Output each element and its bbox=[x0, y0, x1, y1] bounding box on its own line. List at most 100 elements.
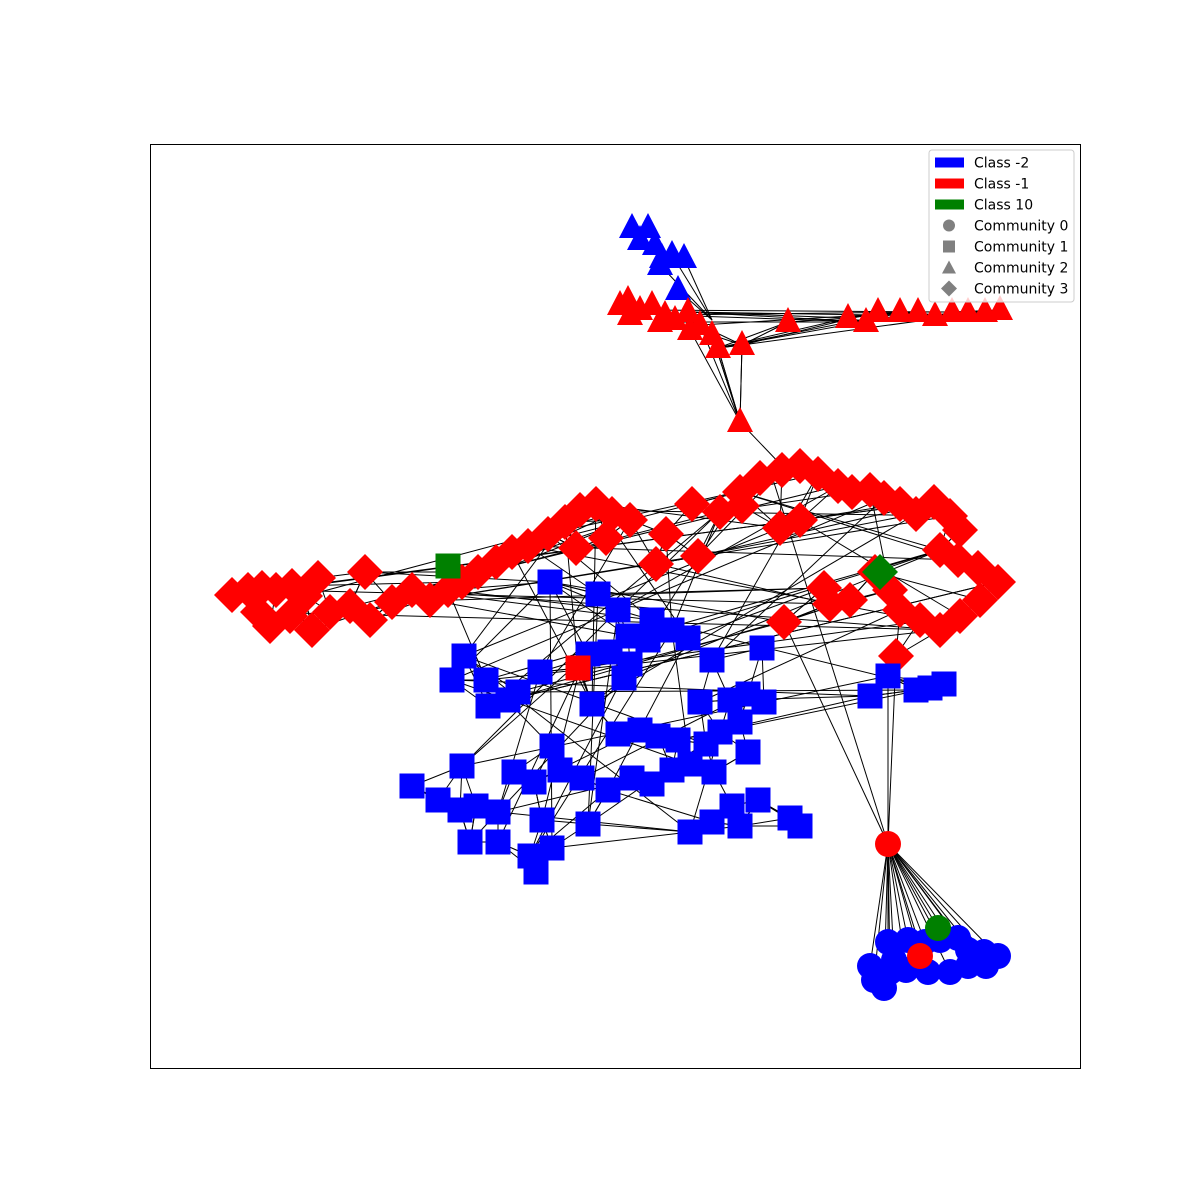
graph-edge bbox=[783, 621, 889, 845]
graph-edge bbox=[549, 581, 553, 849]
node-triangle bbox=[647, 307, 673, 332]
node-square bbox=[485, 829, 511, 855]
node-triangle bbox=[665, 275, 691, 300]
node-triangle bbox=[729, 330, 755, 355]
node-diamond bbox=[862, 554, 898, 590]
node-square bbox=[537, 569, 563, 595]
legend-marker bbox=[943, 240, 955, 253]
graph-edge bbox=[579, 509, 951, 517]
graph-edge bbox=[655, 563, 831, 605]
node-diamond bbox=[638, 546, 674, 582]
node-square bbox=[527, 659, 553, 685]
node-square bbox=[605, 597, 631, 623]
node-square bbox=[611, 665, 637, 691]
legend: Class -2 Class -1 Class 10 Community 0 Commu… bbox=[928, 149, 1075, 303]
node-square bbox=[727, 813, 753, 839]
node-diamond bbox=[648, 516, 684, 552]
node-circle bbox=[973, 953, 999, 979]
node-triangle bbox=[647, 250, 673, 275]
node-triangle bbox=[705, 333, 731, 358]
node-diamond bbox=[724, 488, 760, 524]
graph-nodes bbox=[214, 213, 1016, 1001]
node-square bbox=[547, 757, 573, 783]
node-triangle bbox=[775, 307, 801, 332]
node-square bbox=[627, 717, 653, 743]
node-triangle bbox=[955, 297, 981, 322]
graph-edge bbox=[517, 621, 785, 693]
node-circle bbox=[937, 959, 963, 985]
node-diamond bbox=[806, 570, 842, 606]
graph-edge bbox=[683, 257, 713, 321]
node-square bbox=[495, 687, 521, 713]
node-triangle bbox=[615, 285, 641, 310]
node-circle bbox=[871, 975, 897, 1001]
graph-edge bbox=[887, 843, 926, 943]
node-triangle bbox=[727, 407, 753, 432]
legend-label: Community 2 bbox=[974, 261, 1068, 277]
node-square bbox=[449, 753, 475, 779]
graph-edge bbox=[607, 789, 713, 823]
node-square bbox=[677, 751, 703, 777]
graph-edge bbox=[687, 311, 867, 323]
node-square bbox=[575, 811, 601, 837]
graph-edge bbox=[551, 831, 691, 849]
graph-edge bbox=[549, 581, 629, 637]
legend-marker bbox=[941, 280, 957, 297]
node-diamond bbox=[680, 538, 716, 574]
legend-marker bbox=[942, 260, 956, 274]
graph-edge bbox=[951, 309, 1001, 313]
graph-edge bbox=[411, 589, 941, 631]
node-square bbox=[463, 793, 489, 819]
node-square bbox=[485, 799, 511, 825]
graph-edge bbox=[607, 637, 689, 791]
node-diamond bbox=[766, 604, 802, 640]
node-square bbox=[579, 691, 605, 717]
node-square bbox=[735, 739, 761, 765]
graph-edge bbox=[447, 589, 619, 611]
graph-edge bbox=[463, 519, 801, 657]
graph-edge bbox=[451, 497, 885, 681]
node-triangle bbox=[617, 300, 643, 325]
node-square bbox=[521, 769, 547, 795]
legend-label: Community 0 bbox=[974, 219, 1068, 235]
node-circle bbox=[907, 943, 933, 969]
legend-label: Community 1 bbox=[974, 240, 1068, 256]
graph-edge bbox=[461, 675, 889, 767]
node-square bbox=[687, 689, 713, 715]
legend-label: Class -1 bbox=[974, 177, 1029, 193]
graph-edge bbox=[717, 347, 741, 423]
node-square bbox=[473, 667, 499, 693]
legend-marker bbox=[943, 219, 955, 232]
legend-marker bbox=[935, 199, 964, 210]
node-triangle bbox=[627, 225, 653, 250]
node-square bbox=[457, 829, 483, 855]
node-square bbox=[605, 721, 631, 747]
graph-edge bbox=[887, 843, 939, 929]
node-square bbox=[745, 787, 771, 813]
node-diamond bbox=[352, 602, 388, 638]
node-circle bbox=[925, 915, 951, 941]
graph-edge bbox=[447, 589, 487, 681]
graph-edge bbox=[687, 587, 825, 639]
node-square bbox=[529, 807, 555, 833]
node-diamond bbox=[558, 530, 594, 566]
node-square bbox=[749, 635, 775, 661]
node-triangle bbox=[865, 297, 891, 322]
node-diamond bbox=[674, 486, 710, 522]
node-square bbox=[699, 647, 725, 673]
graph-edge bbox=[461, 609, 619, 767]
legend-label: Community 3 bbox=[974, 282, 1068, 298]
node-circle bbox=[875, 831, 901, 857]
node-diamond bbox=[588, 520, 624, 556]
graph-edge bbox=[689, 329, 741, 423]
legend-label: Class 10 bbox=[974, 198, 1033, 214]
node-triangle bbox=[905, 297, 931, 322]
node-triangle bbox=[677, 315, 703, 340]
node-square bbox=[399, 773, 425, 799]
node-diamond bbox=[347, 554, 383, 590]
node-square bbox=[675, 625, 701, 651]
node-square bbox=[439, 667, 465, 693]
node-square bbox=[699, 809, 725, 835]
graph-edge bbox=[887, 843, 999, 957]
